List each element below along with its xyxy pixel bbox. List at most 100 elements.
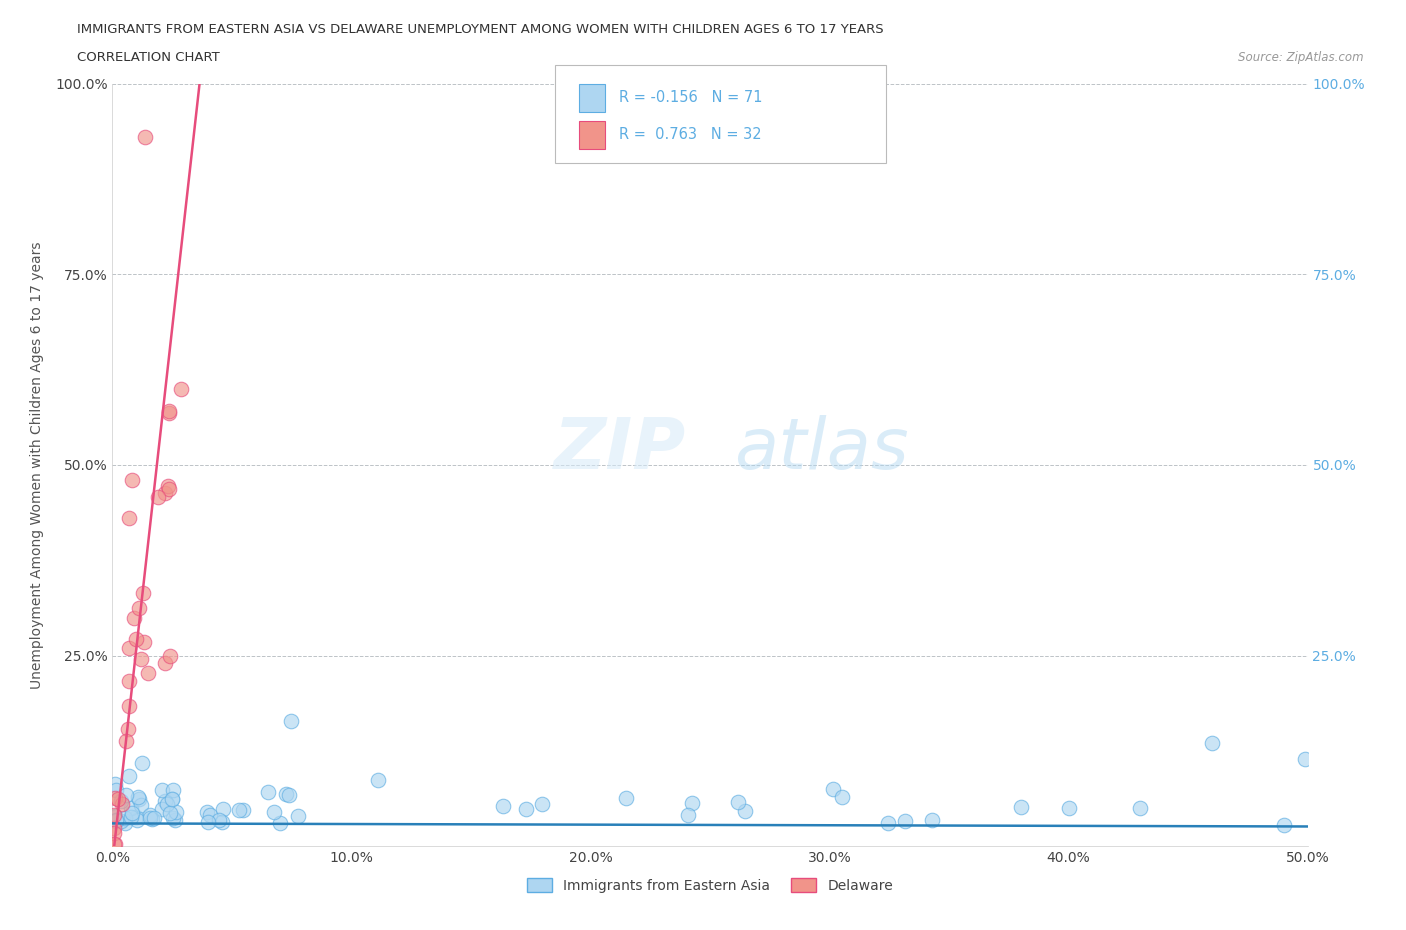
Point [280,714,302,729]
Point [257,785,280,800]
Y-axis label: Unemployment Among Women with Children Ages 6 to 17 years: Unemployment Among Women with Children A… [30,241,44,689]
Point [211,814,233,829]
Point [153,486,176,501]
Point [107,791,129,806]
Point [141,812,163,827]
Point [122,610,145,625]
Point [162,783,184,798]
Point [125,809,148,824]
Text: Source: ZipAtlas.com: Source: ZipAtlas.com [1239,51,1364,64]
Point [155,796,177,811]
Point [105,783,128,798]
Point [104,809,127,824]
Point [143,810,166,825]
Text: R = -0.156   N = 71: R = -0.156 N = 71 [619,90,762,105]
Point [131,756,153,771]
Point [127,790,149,804]
Point [111,797,134,812]
Point [170,381,193,396]
Point [131,798,153,813]
Point [195,804,218,819]
Point [138,808,160,823]
Point [132,634,155,649]
Point [146,489,169,504]
Point [114,811,136,826]
Point [1129,801,1152,816]
Point [734,804,756,818]
Point [129,651,152,666]
Legend: Immigrants from Eastern Asia, Delaware: Immigrants from Eastern Asia, Delaware [527,878,893,893]
Point [165,804,187,819]
Point [134,129,156,144]
Point [274,787,297,802]
Point [121,809,143,824]
Point [105,813,128,828]
Point [121,472,143,487]
Point [831,790,853,804]
Point [531,796,554,811]
Point [132,586,155,601]
Point [165,813,187,828]
Point [159,648,181,663]
Point [160,791,183,806]
Point [877,816,900,830]
Point [162,811,184,826]
Point [269,816,291,830]
Point [139,811,162,826]
Point [118,511,141,525]
Point [153,656,176,671]
Point [103,826,125,841]
Point [727,794,749,809]
Point [821,782,844,797]
Point [110,814,132,829]
Point [150,783,173,798]
Point [1272,817,1295,832]
Point [152,801,174,816]
Point [277,788,299,803]
Point [207,813,229,828]
Point [117,722,139,737]
Point [110,793,132,808]
Point [287,809,309,824]
Point [212,802,235,817]
Point [156,479,179,494]
Point [118,641,141,656]
Point [103,807,125,822]
Text: CORRELATION CHART: CORRELATION CHART [77,51,221,64]
Point [118,698,141,713]
Point [114,816,136,830]
Point [118,673,141,688]
Point [104,777,127,791]
Point [103,837,125,852]
Point [104,837,127,852]
Point [125,813,148,828]
Point [118,768,141,783]
Point [128,600,150,615]
Point [197,815,219,830]
Point [125,631,148,646]
Point [114,788,136,803]
Point [1057,801,1080,816]
Point [104,791,127,806]
Point [104,809,127,824]
Point [120,801,142,816]
Point [157,405,180,420]
Point [153,793,176,808]
Point [105,814,128,829]
Point [921,813,943,828]
Text: atlas: atlas [734,416,908,485]
Point [1010,800,1032,815]
Point [681,795,703,810]
Point [128,791,150,806]
Point [1201,736,1223,751]
Point [198,808,221,823]
Point [894,814,917,829]
Point [103,820,125,835]
Point [614,790,637,805]
Point [678,808,700,823]
Text: R =  0.763   N = 32: R = 0.763 N = 32 [619,127,761,142]
Point [157,404,180,418]
Point [1294,751,1316,766]
Point [138,666,160,681]
Point [263,804,285,819]
